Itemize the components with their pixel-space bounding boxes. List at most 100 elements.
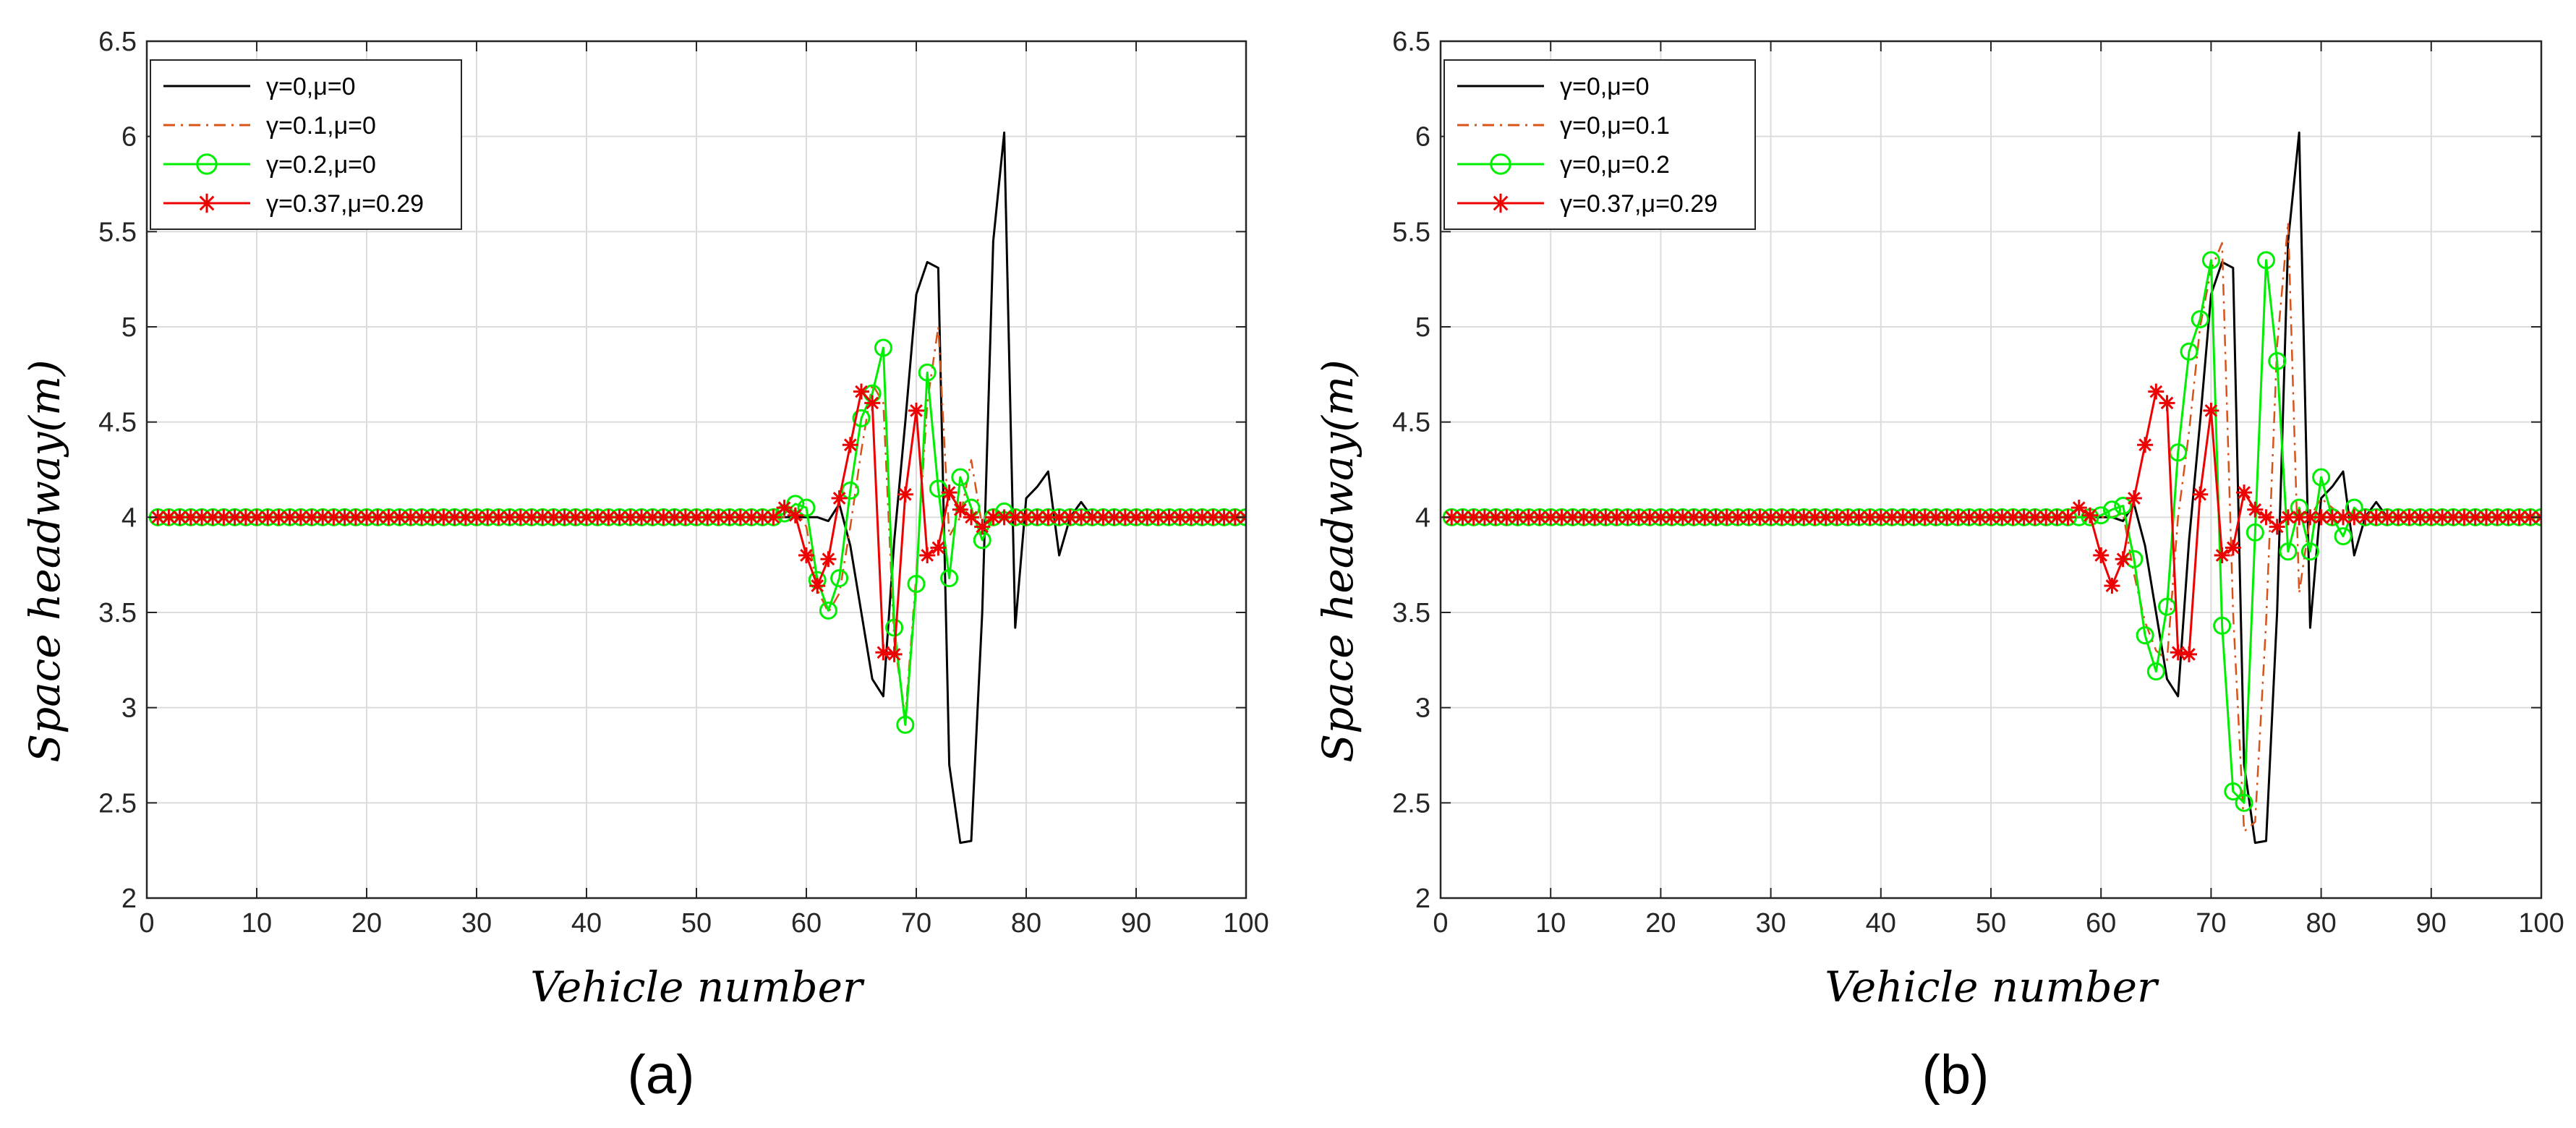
circle-marker: [841, 481, 860, 500]
y-tick-label: 2.5: [1392, 788, 1430, 819]
star-marker: [2005, 509, 2021, 526]
star-marker: [2049, 509, 2065, 526]
star-marker: [1553, 509, 1570, 526]
y-axis-title: Space headway(m): [1313, 359, 1362, 762]
y-tick-label: 5.5: [98, 217, 137, 247]
circle-marker: [951, 468, 970, 487]
star-marker: [2016, 509, 2032, 526]
star-marker: [391, 509, 408, 526]
star-marker: [1095, 509, 1112, 526]
star-marker: [194, 509, 210, 526]
y-tick-label: 5: [1415, 312, 1430, 343]
star-marker: [171, 509, 188, 526]
star-marker: [1498, 509, 1515, 526]
star-marker: [1062, 509, 1078, 526]
star-marker: [1150, 509, 1167, 526]
star-marker: [809, 578, 826, 594]
x-axis-title: Vehicle number: [530, 962, 865, 1012]
star-marker: [2258, 509, 2274, 526]
star-marker: [370, 509, 386, 526]
star-marker: [611, 509, 628, 526]
star-marker: [2203, 402, 2219, 419]
star-marker: [534, 509, 551, 526]
star-marker: [2060, 509, 2076, 526]
star-marker: [1796, 509, 1812, 526]
x-tick-label: 20: [351, 908, 382, 939]
x-tick-label: 70: [2196, 908, 2226, 939]
star-marker: [677, 509, 694, 526]
star-marker: [1488, 509, 1504, 526]
star-marker: [197, 193, 217, 213]
star-marker: [600, 509, 617, 526]
x-tick-label: 80: [1011, 908, 1041, 939]
x-tick-label: 50: [1976, 908, 2006, 939]
legend: γ=0,μ=0 γ=0.1,μ=0 γ=0.2,μ=0 γ=0.37,μ=0.29: [150, 59, 462, 230]
star-marker: [2335, 509, 2352, 526]
star-marker: [1619, 509, 1636, 526]
circle-marker: [2279, 542, 2298, 561]
star-marker: [249, 509, 265, 526]
x-tick-label: 70: [901, 908, 931, 939]
legend-box: [150, 59, 462, 230]
star-marker: [1906, 509, 1922, 526]
x-tick-label: 60: [791, 908, 822, 939]
star-marker: [2346, 509, 2363, 526]
star-marker: [237, 509, 254, 526]
circle-marker: [2300, 542, 2319, 561]
star-marker: [1895, 509, 1911, 526]
star-marker: [2434, 509, 2451, 526]
star-marker: [1509, 509, 1526, 526]
star-marker: [435, 509, 452, 526]
y-tick-label: 6.5: [1392, 27, 1430, 57]
circle-marker: [874, 338, 892, 357]
star-marker: [2357, 509, 2374, 526]
star-marker: [281, 509, 298, 526]
star-marker: [1840, 509, 1856, 526]
y-tick-label: 3.5: [98, 598, 137, 628]
star-marker: [205, 509, 221, 526]
star-marker: [952, 501, 968, 518]
star-marker: [1608, 509, 1625, 526]
star-marker: [216, 509, 232, 526]
star-marker: [1872, 509, 1889, 526]
star-marker: [2192, 486, 2209, 503]
star-marker: [1161, 509, 1177, 526]
star-marker: [545, 509, 562, 526]
y-tick-label: 2.5: [98, 788, 137, 819]
y-tick-label: 4: [1415, 503, 1430, 533]
star-marker: [1971, 509, 1988, 526]
series-group: [148, 131, 1246, 845]
star-marker: [688, 509, 704, 526]
x-tick-label: 100: [2518, 908, 2564, 939]
star-marker: [842, 437, 858, 453]
star-marker: [2247, 501, 2264, 518]
star-marker: [1961, 509, 1977, 526]
star-marker: [556, 509, 573, 526]
star-marker: [315, 509, 331, 526]
circle-marker: [1490, 153, 1511, 175]
circle-marker: [885, 618, 904, 637]
star-marker: [1531, 509, 1548, 526]
star-marker: [1598, 509, 1614, 526]
legend-label: γ=0,μ=0.2: [1560, 151, 1670, 179]
star-marker: [1983, 509, 1999, 526]
star-marker: [2412, 509, 2428, 526]
circle-marker: [896, 715, 915, 734]
panel-b: Space headway(m) Vehicle number (b) 0 10 2…: [1313, 27, 2564, 1106]
star-marker: [2038, 509, 2055, 526]
star-marker: [1697, 509, 1713, 526]
star-marker: [1630, 509, 1647, 526]
star-marker: [292, 509, 309, 526]
star-marker: [1807, 509, 1823, 526]
x-tick-label: 100: [1223, 908, 1268, 939]
star-marker: [446, 509, 463, 526]
legend-entry: γ=0.37,μ=0.29: [1457, 190, 1718, 218]
star-marker: [2214, 547, 2230, 563]
star-marker: [2269, 518, 2285, 535]
legend-box: [1443, 59, 1756, 230]
star-marker: [974, 518, 991, 535]
star-marker: [2511, 509, 2528, 526]
star-marker: [754, 509, 771, 526]
x-tick-label: 60: [2086, 908, 2116, 939]
star-marker: [414, 509, 430, 526]
